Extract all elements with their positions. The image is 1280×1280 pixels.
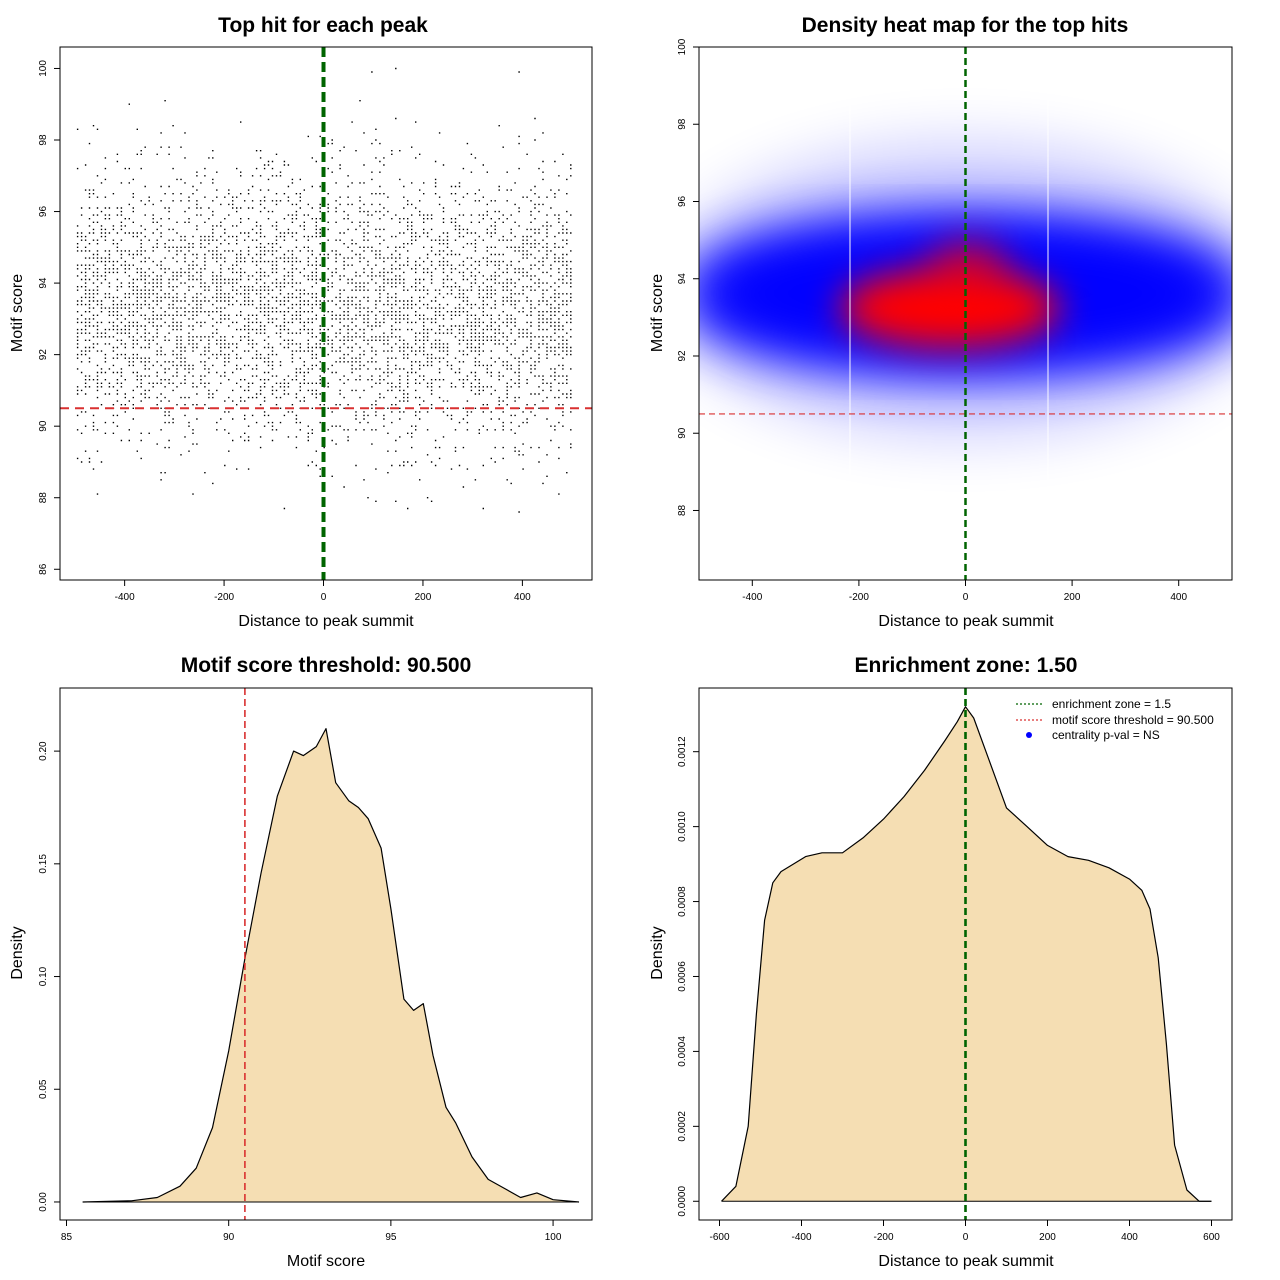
- heatmap-xtick-label: 200: [1064, 592, 1081, 603]
- scatter-ytick-label: 86: [38, 563, 49, 575]
- scatter-y-label: Motif score: [9, 274, 26, 352]
- enrichment-xtick-label: -400: [791, 1232, 811, 1243]
- scatter-xtick-label: 200: [415, 592, 432, 603]
- score-density-plot-frame: [59, 687, 593, 1221]
- heatmap-ytick-label: 100: [677, 38, 688, 55]
- scatter-x-label: Distance to peak summit: [238, 613, 414, 630]
- enrichment-xtick-label: 400: [1121, 1232, 1138, 1243]
- heatmap-ytick-label: 96: [677, 195, 688, 207]
- score-density-plot: [82, 688, 580, 1220]
- scatter-ticks: -400 -200 0 200 400 86 88 90 92 94 96 98 100: [38, 60, 531, 603]
- scatter-points: [60, 47, 592, 580]
- enrichment-xtick-label: 0: [963, 1232, 969, 1243]
- score-density-ticks: 85 90 95 100 0.00 0.05 0.10 0.15 0.20: [38, 741, 562, 1243]
- heatmap-ytick-label: 92: [677, 350, 688, 362]
- heatmap-title: Density heat map for the top hits: [802, 14, 1129, 37]
- scatter-ytick-label: 98: [38, 134, 49, 146]
- scatter-ytick-label: 94: [38, 277, 49, 289]
- score-density-y-label: Density: [9, 926, 26, 979]
- enrichment-ytick-label: 0.0006: [677, 961, 688, 992]
- heatmap-plot-frame: [698, 46, 1233, 581]
- scatter-ytick-label: 100: [38, 60, 49, 77]
- heatmap-x-label: Distance to peak summit: [878, 613, 1054, 630]
- scatter-xtick-label: -400: [115, 592, 135, 603]
- enrichment-ytick-label: 0.0004: [677, 1036, 688, 1067]
- scatter-plot-frame: [59, 46, 593, 581]
- enrichment-xtick-label: -200: [873, 1232, 893, 1243]
- scatter-title: Top hit for each peak: [218, 14, 428, 37]
- enrichment-x-label: Distance to peak summit: [878, 1253, 1054, 1270]
- enrichment-ytick-label: 0.0012: [677, 736, 688, 767]
- heatmap-xtick-label: 400: [1170, 592, 1187, 603]
- score-density-ytick-label: 0.00: [38, 1192, 49, 1212]
- enrichment-title: Enrichment zone: 1.50: [855, 654, 1078, 677]
- score-density-title: Motif score threshold: 90.500: [181, 654, 472, 677]
- score-density-x-label: Motif score: [287, 1253, 365, 1270]
- score-density-ytick-label: 0.10: [38, 966, 49, 986]
- score-density-xtick-label: 90: [223, 1232, 235, 1243]
- enrichment-ytick-label: 0.0008: [677, 886, 688, 917]
- scatter-ytick-label: 96: [38, 206, 49, 218]
- heatmap-red-hotspot: [840, 268, 1060, 348]
- score-density-area-fill: [82, 728, 579, 1202]
- enrichment-y-label: Density: [649, 926, 666, 979]
- heatmap-xtick-label: 0: [963, 592, 969, 603]
- enrichment-ytick-label: 0.0002: [677, 1111, 688, 1142]
- enrichment-xtick-label: -600: [709, 1232, 729, 1243]
- enrichment-xtick-label: 600: [1203, 1232, 1220, 1243]
- heatmap-ytick-label: 94: [677, 273, 688, 285]
- enrichment-plot: [721, 688, 1212, 1220]
- enrichment-xtick-label: 200: [1039, 1232, 1056, 1243]
- enrichment-ytick-label: 0.0010: [677, 811, 688, 842]
- scatter-panel: Top hit for each peak -400 -200 0 200 400 86 8…: [9, 14, 593, 630]
- scatter-xtick-label: 400: [514, 592, 531, 603]
- legend-label-threshold: motif score threshold = 90.500: [1052, 713, 1214, 727]
- heatmap-panel: Density heat map for the top hits -400 -2…: [649, 14, 1233, 630]
- heatmap-y-label: Motif score: [649, 274, 666, 352]
- enrichment-density-curve: [721, 706, 1212, 1202]
- enrichment-panel: Enrichment zone: 1.50 -600 -400 -200 0 200 40…: [649, 654, 1233, 1270]
- scatter-ytick-label: 92: [38, 349, 49, 361]
- legend-label-centrality: centrality p-val = NS: [1052, 728, 1160, 742]
- score-density-xtick-label: 85: [61, 1232, 73, 1243]
- heatmap-ytick-label: 88: [677, 504, 688, 516]
- enrichment-ticks: -600 -400 -200 0 200 400 600 0.0000 0.0002 0.0004…: [677, 736, 1220, 1243]
- scatter-xtick-label: -200: [214, 592, 234, 603]
- heatmap-xtick-label: -200: [849, 592, 869, 603]
- heatmap-overlays: [699, 47, 1232, 580]
- score-density-panel: Motif score threshold: 90.500 85 90 95 100 0…: [9, 654, 593, 1270]
- heatmap-ytick-label: 90: [677, 427, 688, 439]
- heatmap-xtick-label: -400: [742, 592, 762, 603]
- heatmap-ytick-label: 98: [677, 118, 688, 130]
- heatmap-ticks: -400 -200 0 200 400 88 90 92 94 96 98 100: [677, 38, 1187, 603]
- scatter-xtick-label: 0: [321, 592, 327, 603]
- legend-dot-centrality: [1026, 732, 1032, 738]
- score-density-ytick-label: 0.20: [38, 741, 49, 761]
- scatter-ytick-label: 88: [38, 492, 49, 504]
- legend-label-enrichment-zone: enrichment zone = 1.5: [1052, 697, 1171, 711]
- enrichment-plot-frame: [698, 687, 1233, 1221]
- scatter-ytick-label: 90: [38, 420, 49, 432]
- heatmap-red-upper: [928, 238, 1008, 298]
- score-density-density-curve: [82, 728, 580, 1203]
- score-density-ytick-label: 0.05: [38, 1079, 49, 1099]
- score-density-ytick-label: 0.15: [38, 854, 49, 874]
- enrichment-legend: enrichment zone = 1.5 motif score thresh…: [1016, 697, 1214, 742]
- score-density-xtick-label: 100: [545, 1232, 562, 1243]
- score-density-xtick-label: 95: [385, 1232, 397, 1243]
- enrichment-ytick-label: 0.0000: [677, 1186, 688, 1217]
